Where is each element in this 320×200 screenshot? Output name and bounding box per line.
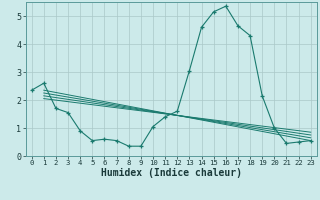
- X-axis label: Humidex (Indice chaleur): Humidex (Indice chaleur): [101, 168, 242, 178]
